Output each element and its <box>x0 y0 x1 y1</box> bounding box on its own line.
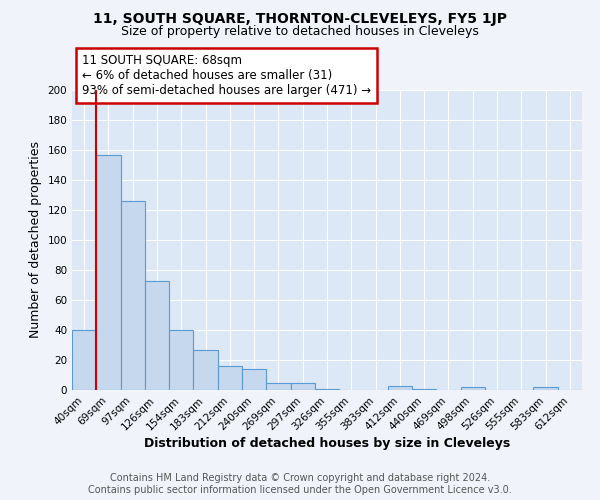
Bar <box>193 350 218 390</box>
Bar <box>315 388 339 390</box>
Bar <box>169 330 193 390</box>
Text: Contains HM Land Registry data © Crown copyright and database right 2024.
Contai: Contains HM Land Registry data © Crown c… <box>88 474 512 495</box>
Bar <box>412 388 436 390</box>
Bar <box>290 382 315 390</box>
Text: Size of property relative to detached houses in Cleveleys: Size of property relative to detached ho… <box>121 25 479 38</box>
Text: 11 SOUTH SQUARE: 68sqm
← 6% of detached houses are smaller (31)
93% of semi-deta: 11 SOUTH SQUARE: 68sqm ← 6% of detached … <box>82 54 371 97</box>
X-axis label: Distribution of detached houses by size in Cleveleys: Distribution of detached houses by size … <box>144 438 510 450</box>
Bar <box>461 387 485 390</box>
Y-axis label: Number of detached properties: Number of detached properties <box>29 142 42 338</box>
Bar <box>72 330 96 390</box>
Bar <box>121 201 145 390</box>
Bar <box>242 369 266 390</box>
Bar <box>533 387 558 390</box>
Bar <box>218 366 242 390</box>
Bar <box>96 154 121 390</box>
Bar <box>145 280 169 390</box>
Text: 11, SOUTH SQUARE, THORNTON-CLEVELEYS, FY5 1JP: 11, SOUTH SQUARE, THORNTON-CLEVELEYS, FY… <box>93 12 507 26</box>
Bar <box>388 386 412 390</box>
Bar <box>266 382 290 390</box>
